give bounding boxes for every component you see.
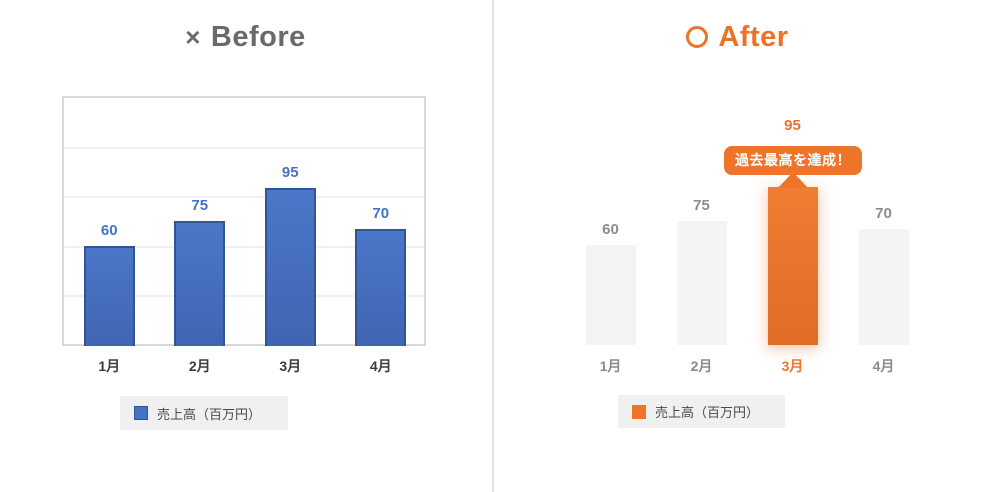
bar-4月 <box>858 228 909 345</box>
x-axis-label-4月: 4月 <box>369 358 392 374</box>
bar-slot: 95 <box>747 96 838 345</box>
bar-value-label: 75 <box>191 197 209 214</box>
bar-1月 <box>585 245 636 345</box>
bar-value-label: 70 <box>875 204 892 222</box>
legend-swatch-blue <box>134 406 148 420</box>
cross-icon: × <box>185 22 201 52</box>
bar-slot: 60 <box>565 96 656 345</box>
callout-badge: 過去最高を達成！ <box>724 146 862 175</box>
bar-slot: 70 <box>838 96 929 345</box>
bar-slot: 75 <box>155 96 246 346</box>
gridline <box>64 196 424 199</box>
gridline <box>64 294 424 297</box>
bar-slot: 60 <box>64 96 155 346</box>
before-x-axis: 1月 2月 3月 4月 <box>64 356 426 376</box>
after-panel: After 60 75 95 70 1月 2月 3月 4月 過去最高を達成！ 売上高（百万円… <box>493 0 982 492</box>
after-legend: 売上高（百万円） <box>618 395 785 428</box>
bar-value-label: 60 <box>602 221 619 239</box>
bar-4月 <box>355 229 407 346</box>
x-axis-label-3月: 3月 <box>279 358 302 374</box>
bar-slot: 70 <box>336 96 427 346</box>
after-title-label: After <box>718 20 789 53</box>
bar-3月 <box>767 187 818 345</box>
x-axis-label-2月: 2月 <box>690 358 713 374</box>
before-panel: × Before 60 75 95 70 1月 2月 3月 4月 売上高（百万円） <box>0 16 491 430</box>
bar-value-label: 75 <box>693 196 710 214</box>
bar-1月 <box>83 246 135 346</box>
before-title: × Before <box>0 16 491 58</box>
callout-tail-icon <box>778 172 808 188</box>
bar-2月 <box>174 221 226 346</box>
bar-2月 <box>676 220 727 345</box>
x-axis-label-1月: 1月 <box>599 358 622 374</box>
x-axis-label-4月: 4月 <box>872 358 895 374</box>
bar-value-label: 60 <box>100 222 118 239</box>
bar-3月 <box>264 187 316 346</box>
after-title: After <box>493 16 982 58</box>
legend-label: 売上高（百万円） <box>157 406 262 422</box>
x-axis-label-3月: 3月 <box>781 358 804 374</box>
panel-divider <box>492 0 494 492</box>
after-bars: 60 75 95 70 <box>565 96 929 345</box>
bar-slot: 95 <box>245 96 336 346</box>
gridline <box>64 245 424 248</box>
bar-slot: 75 <box>656 96 747 345</box>
x-axis-label-1月: 1月 <box>98 358 121 374</box>
circle-icon <box>686 26 709 48</box>
x-axis-label-2月: 2月 <box>188 358 211 374</box>
bar-value-label: 95 <box>784 117 801 135</box>
before-title-label: Before <box>210 20 306 53</box>
legend-swatch-orange <box>632 404 646 419</box>
bar-value-label: 95 <box>281 163 299 181</box>
gridline <box>64 147 424 150</box>
before-legend: 売上高（百万円） <box>120 396 288 430</box>
bar-value-label: 70 <box>372 205 390 223</box>
legend-label: 売上高（百万円） <box>655 405 760 420</box>
after-x-axis: 1月 2月 3月 4月 <box>565 356 929 376</box>
before-bars: 60 75 95 70 <box>64 96 426 346</box>
